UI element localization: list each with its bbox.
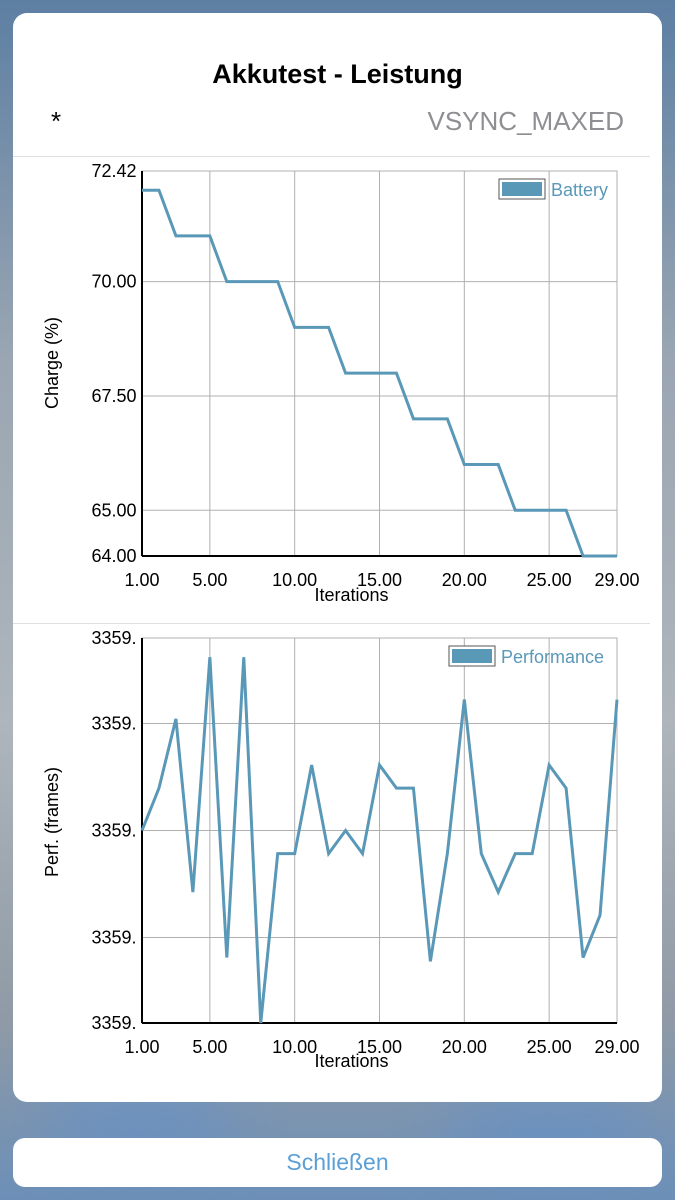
dialog-title: Akkutest - Leistung — [212, 59, 463, 89]
x-tick-label: 20.00 — [442, 570, 487, 590]
chart-2: Performance 1.00 5.00 10.00 15.00 20.00 25.00 2… — [42, 628, 640, 1071]
result-dialog: Akkutest - Leistung * VSYNC_MAXED — [13, 13, 662, 1102]
y-axis-label: Charge (%) — [42, 317, 62, 409]
y-tick-label: 67.50 — [91, 386, 136, 406]
marker-label: * — [51, 106, 62, 136]
y-tick-label: 3359. — [91, 713, 136, 733]
x-tick-label: 25.00 — [527, 1037, 572, 1057]
y-tick-label: 3359. — [91, 628, 136, 648]
x-tick-label: 5.00 — [192, 570, 227, 590]
y-tick-label: 64.00 — [91, 546, 136, 566]
y-tick-label: 3359. — [91, 1013, 136, 1033]
y-tick-label: 65.00 — [91, 500, 136, 520]
x-tick-label: 10.00 — [272, 570, 317, 590]
y-axis-label: Perf. (frames) — [42, 767, 62, 877]
x-tick-label: 10.00 — [272, 1037, 317, 1057]
y-tick-label: 70.00 — [91, 272, 136, 292]
x-tick-label: 20.00 — [442, 1037, 487, 1057]
legend-swatch — [502, 182, 542, 196]
x-tick-label: 15.00 — [357, 570, 402, 590]
mode-label: VSYNC_MAXED — [427, 106, 625, 136]
x-tick-label: 29.00 — [594, 1037, 639, 1057]
y-tick-label: 3359. — [91, 928, 136, 948]
separator — [13, 623, 650, 624]
x-tick-label: 5.00 — [192, 1037, 227, 1057]
y-tick-label: 72.42 — [91, 161, 136, 181]
separator — [13, 156, 650, 157]
legend-label: Battery — [551, 180, 608, 200]
x-tick-label: 15.00 — [357, 1037, 402, 1057]
x-tick-label: 25.00 — [527, 570, 572, 590]
chart-1: Battery 1.00 5.00 10.00 15.00 20.00 25.00 29.00… — [42, 161, 640, 605]
x-axis-label: Iterations — [314, 1051, 388, 1071]
legend-swatch — [452, 649, 492, 663]
legend-label: Performance — [501, 647, 604, 667]
x-tick-label: 1.00 — [124, 1037, 159, 1057]
y-tick-label: 3359. — [91, 821, 136, 841]
x-tick-label: 1.00 — [124, 570, 159, 590]
x-tick-label: 29.00 — [594, 570, 639, 590]
close-button[interactable]: Schließen — [13, 1138, 662, 1187]
x-axis-label: Iterations — [314, 585, 388, 605]
